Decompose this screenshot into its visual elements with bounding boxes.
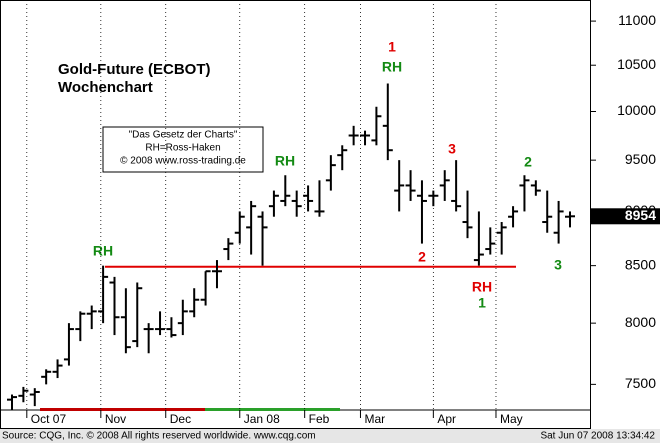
last-price: 8954: [625, 207, 656, 223]
annotation: RH: [472, 279, 492, 295]
info-text: "Das Gesetz der Charts": [129, 130, 238, 141]
annotation: 2: [418, 249, 426, 265]
annotation: RH: [382, 59, 402, 75]
x-tick-label: Jan 08: [244, 412, 280, 426]
annotation: 1: [388, 39, 396, 55]
y-tick-label: 9500: [625, 151, 656, 167]
y-tick-label: 7500: [625, 375, 656, 391]
y-tick-label: 8000: [625, 314, 656, 330]
x-tick-label: Oct 07: [31, 412, 67, 426]
annotation: RH: [275, 153, 295, 169]
footer-bar: [0, 429, 660, 443]
annotation: 3: [554, 257, 562, 273]
strip: [205, 408, 340, 411]
plot-frame: [0, 0, 591, 429]
x-tick-label: Mar: [364, 412, 385, 426]
info-text: RH=Ross-Haken: [145, 143, 220, 154]
annotation: 1: [478, 295, 486, 311]
y-tick-label: 10500: [617, 56, 656, 72]
annotation: RH: [93, 243, 113, 259]
x-tick-label: Feb: [309, 412, 330, 426]
footer-source: Source: CQG, Inc. © 2008 All rights rese…: [2, 431, 316, 442]
strip: [40, 408, 205, 411]
y-tick-label: 11000: [618, 12, 656, 28]
chart-subtitle: Wochenchart: [58, 79, 153, 96]
x-tick-label: Nov: [105, 412, 126, 426]
x-tick-label: May: [500, 412, 523, 426]
y-tick-label: 10000: [617, 102, 656, 118]
annotation: 3: [448, 141, 456, 157]
annotation: 2: [524, 154, 532, 170]
info-box: [102, 126, 264, 173]
chart-title: Gold-Future (ECBOT): [58, 61, 210, 78]
info-text: © 2008 www.ross-trading.de: [120, 156, 246, 167]
y-tick-label: 8500: [625, 256, 656, 272]
x-tick-label: Apr: [437, 412, 456, 426]
last-price-box: [591, 208, 660, 225]
x-tick-label: Dec: [170, 412, 191, 426]
footer-date: Sat Jun 07 2008 13:34:42: [540, 431, 655, 442]
